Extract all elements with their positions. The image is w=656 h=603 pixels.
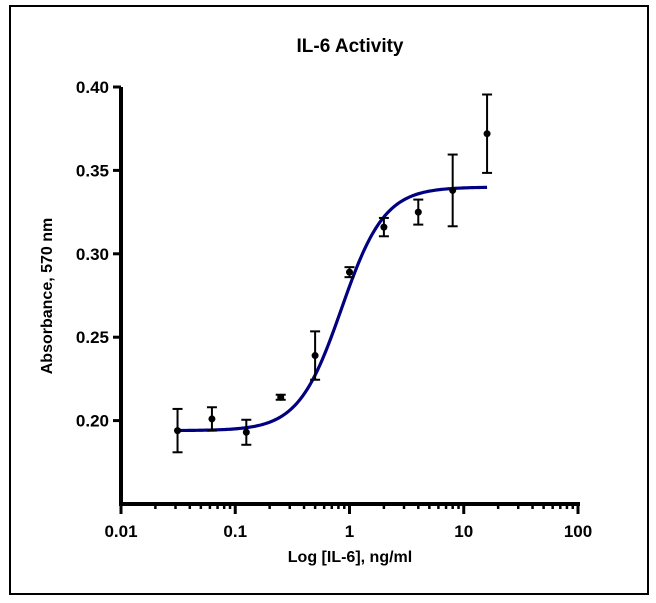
x-tick-label: 0.01	[104, 522, 137, 541]
x-tick-label: 0.1	[223, 522, 247, 541]
data-point	[482, 93, 493, 174]
data-point	[241, 418, 252, 446]
data-points	[172, 93, 493, 454]
y-tick-label: 0.20	[76, 412, 109, 431]
point-marker	[414, 208, 422, 216]
data-point	[275, 393, 286, 401]
y-axis-label: Absorbance, 570 nm	[39, 218, 56, 375]
y-tick-label: 0.25	[76, 328, 109, 347]
x-axis-label: Log [IL-6], ng/ml	[288, 549, 412, 566]
data-point	[344, 266, 355, 279]
y-tick-label: 0.35	[76, 161, 109, 180]
x-axis: 0.01 0.1 1 10 100	[104, 502, 592, 541]
y-tick-label: 0.30	[76, 245, 109, 264]
point-marker	[208, 415, 216, 423]
data-point	[413, 198, 424, 226]
y-axis: 0.20 0.25 0.30 0.35 0.40	[76, 78, 123, 506]
x-tick-label: 100	[564, 522, 592, 541]
fit-curve	[177, 185, 488, 433]
point-marker	[449, 186, 457, 194]
data-point	[447, 153, 458, 228]
data-point	[206, 406, 217, 432]
point-marker	[311, 352, 319, 360]
point-marker	[346, 268, 353, 276]
data-point	[378, 216, 389, 238]
fit-curve-group	[177, 185, 488, 433]
chart-frame	[9, 5, 649, 595]
point-marker	[380, 223, 388, 231]
point-marker	[277, 393, 285, 401]
y-tick-label: 0.40	[76, 78, 109, 97]
point-marker	[174, 427, 182, 435]
x-tick-label: 1	[345, 522, 354, 541]
point-marker	[242, 428, 250, 436]
x-tick-label: 10	[454, 522, 473, 541]
data-point	[310, 330, 321, 381]
data-point	[172, 407, 183, 454]
point-marker	[483, 130, 491, 138]
chart-title: IL-6 Activity	[297, 36, 404, 57]
